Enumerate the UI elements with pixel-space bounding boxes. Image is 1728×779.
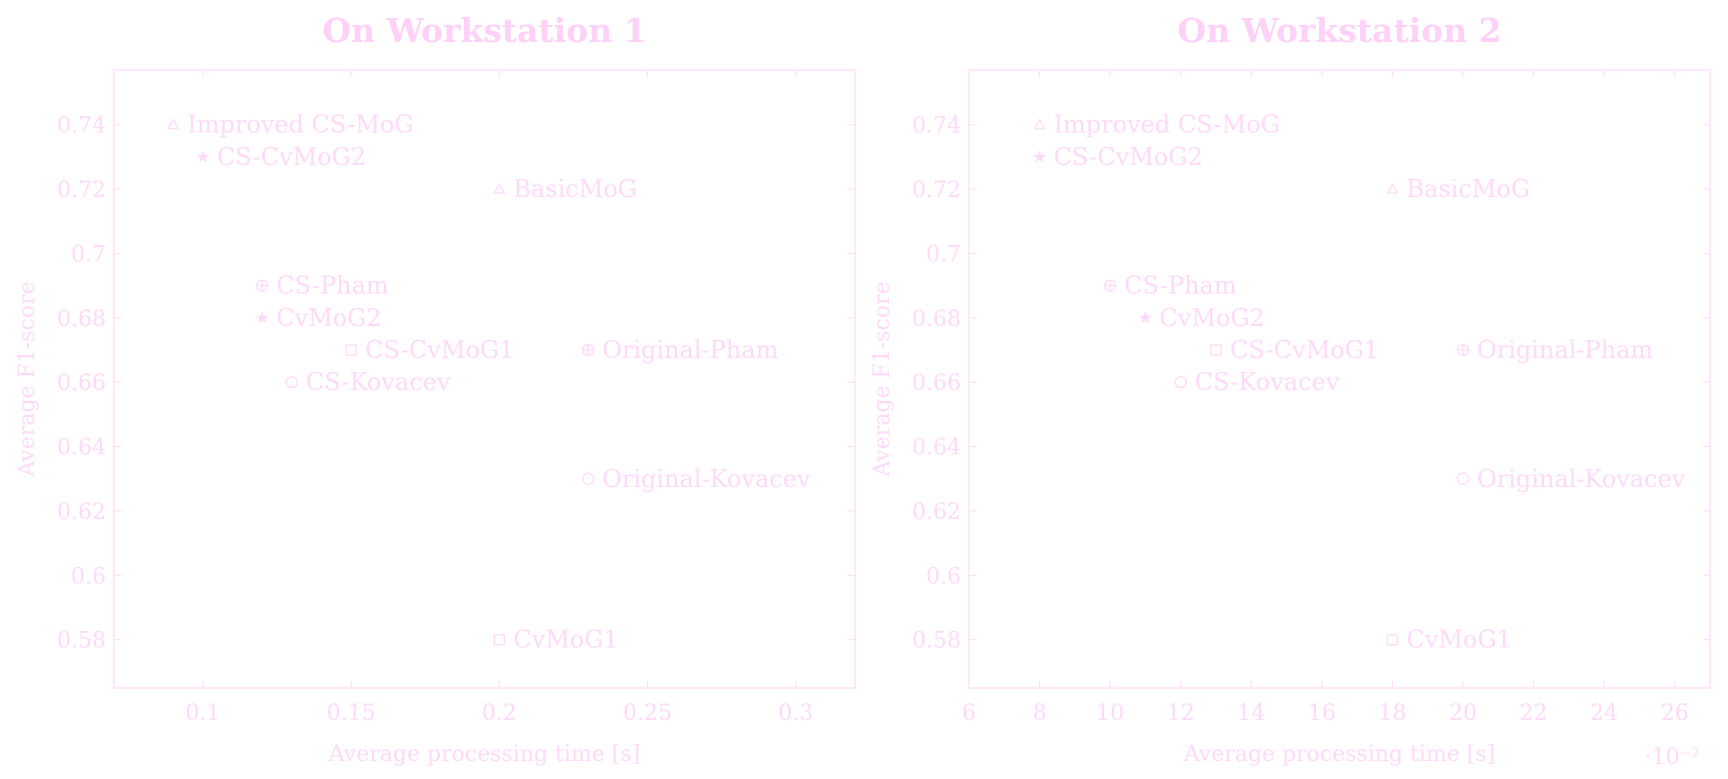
- y-tick-label: 0.58: [912, 629, 961, 654]
- x-tick-label: 14: [1237, 701, 1265, 726]
- point-label: CS-Pham: [1124, 272, 1237, 300]
- x-tick-label: 0.2: [482, 701, 517, 726]
- data-point-oplus: [1103, 279, 1117, 292]
- y-tick-label: 0.64: [912, 436, 961, 461]
- point-label: CvMoG2: [1159, 304, 1264, 332]
- point-label: CvMoG1: [1406, 626, 1511, 654]
- point-label: CvMoG2: [276, 304, 381, 332]
- plot-frame: [113, 69, 856, 689]
- data-point-square: [345, 344, 357, 356]
- point-label: Original-Pham: [1477, 336, 1653, 364]
- x-tick-label: 8: [1033, 701, 1047, 726]
- x-tick-label: 0.25: [623, 701, 672, 726]
- point-label: CS-Pham: [276, 272, 389, 300]
- data-point-circle: [285, 376, 298, 389]
- x-tick-label: 12: [1167, 701, 1195, 726]
- point-label: CS-CvMoG2: [1054, 143, 1203, 171]
- y-axis-label: Average F1-score: [870, 281, 895, 477]
- data-point-triangle: [493, 182, 506, 194]
- y-tick-label: 0.62: [57, 500, 106, 525]
- point-label: CS-CvMoG1: [365, 336, 514, 364]
- data-point-square: [1210, 344, 1222, 356]
- y-tick-label: 0.72: [912, 178, 961, 203]
- x-tick-label: 0.1: [185, 701, 220, 726]
- chart-panel-2: On Workstation 2 6 8 10 12 14 16 18 20 22 24 26 0.58…: [870, 11, 1711, 770]
- x-axis-label: Average processing time [s]: [1183, 742, 1495, 767]
- plot-frame: [968, 69, 1711, 689]
- point-label: CvMoG1: [513, 626, 618, 654]
- data-point-square: [493, 634, 505, 646]
- data-point-circle: [1174, 376, 1187, 389]
- x-tick-label: 18: [1378, 701, 1406, 726]
- data-point-circle: [582, 472, 595, 485]
- point-label: BasicMoG: [1406, 175, 1530, 203]
- data-point-star: [1033, 150, 1046, 163]
- x-tick-label: 20: [1449, 701, 1477, 726]
- data-point-triangle: [1033, 118, 1046, 130]
- point-label: CS-Kovacev: [306, 368, 451, 396]
- y-axis-label: Average F1-score: [15, 281, 40, 477]
- point-label: CS-Kovacev: [1195, 368, 1340, 396]
- y-tick-label: 0.72: [57, 178, 106, 203]
- point-label: Improved CS-MoG: [187, 111, 413, 139]
- data-point-oplus: [582, 343, 595, 357]
- y-tick-label: 0.66: [57, 371, 106, 396]
- x-tick-label: 10: [1096, 701, 1124, 726]
- point-label: CS-CvMoG1: [1230, 336, 1379, 364]
- y-tick-label: 0.66: [912, 371, 961, 396]
- point-label: Original-Pham: [602, 336, 778, 364]
- chart-title: On Workstation 2: [1177, 11, 1501, 50]
- x-tick-label: 24: [1590, 701, 1618, 726]
- data-point-triangle: [1386, 182, 1399, 194]
- data-point-oplus: [1456, 343, 1470, 357]
- data-point-square: [1386, 634, 1399, 646]
- y-tick-label: 0.74: [912, 114, 961, 139]
- y-tick-label: 0.6: [71, 564, 106, 589]
- x-tick-label: 26: [1661, 701, 1689, 726]
- data-point-star: [196, 150, 210, 163]
- point-label: BasicMoG: [513, 175, 637, 203]
- y-tick-label: 0.68: [57, 307, 106, 332]
- x-axis-label: Average processing time [s]: [328, 742, 640, 767]
- x-tick-label: 6: [962, 701, 976, 726]
- point-label: Original-Kovacev: [602, 465, 811, 493]
- y-tick-label: 0.6: [926, 564, 961, 589]
- x-tick-label: 0.15: [327, 701, 376, 726]
- data-point-star: [1139, 311, 1152, 324]
- y-tick-label: 0.58: [57, 629, 106, 654]
- data-point-star: [255, 311, 269, 324]
- data-point-circle: [1456, 472, 1470, 485]
- point-label: Original-Kovacev: [1477, 465, 1686, 493]
- x-tick-label: 16: [1308, 701, 1336, 726]
- data-point-triangle: [167, 118, 180, 130]
- x-tick-label: 22: [1520, 701, 1548, 726]
- y-tick-label: 0.7: [926, 242, 961, 267]
- y-tick-label: 0.64: [57, 436, 106, 461]
- y-tick-label: 0.7: [71, 242, 106, 267]
- data-point-oplus: [256, 279, 269, 292]
- point-label: Improved CS-MoG: [1054, 111, 1280, 139]
- chart-title: On Workstation 1: [322, 11, 646, 50]
- point-label: CS-CvMoG2: [217, 143, 366, 171]
- x-tick-label: 0.3: [778, 701, 813, 726]
- y-tick-label: 0.62: [912, 500, 961, 525]
- y-tick-label: 0.68: [912, 307, 961, 332]
- y-tick-label: 0.74: [57, 114, 106, 139]
- chart-panel-1: On Workstation 1 0.1 0.15 0.2 0.25 0.3 0.58 0.6…: [15, 11, 856, 767]
- x-scale-label: ·10⁻²: [1645, 745, 1700, 770]
